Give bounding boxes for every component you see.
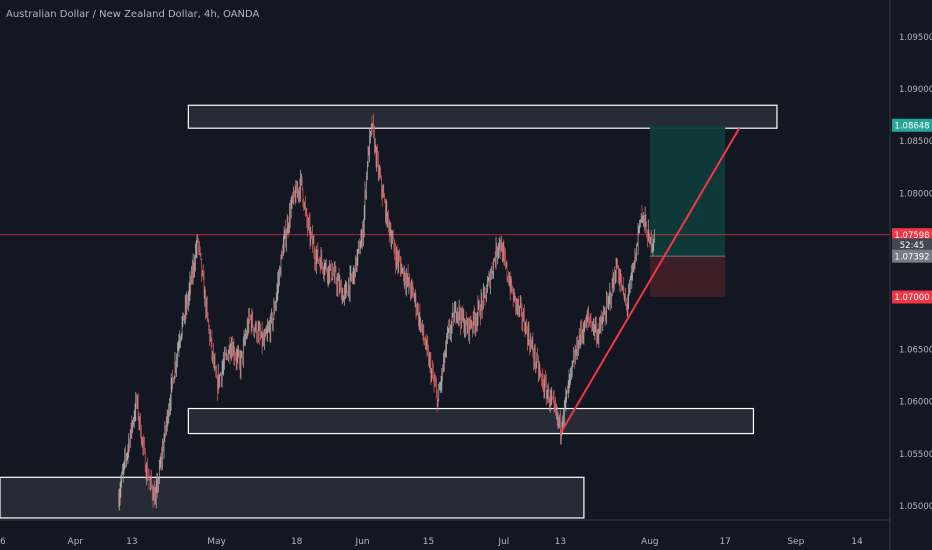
price-tag-4 (892, 290, 932, 304)
y-tick-6: 1.06500 (899, 346, 932, 356)
x-tick-0: 16 (0, 537, 6, 547)
x-tick-5: Jun (355, 537, 370, 547)
price-tag-label-3: 1.07392 (894, 252, 929, 262)
price-tag-1 (892, 228, 932, 242)
x-tick-6: 15 (423, 537, 434, 547)
time-axis-bg (0, 520, 932, 550)
price-tag-0 (892, 118, 932, 132)
y-tick-9: 1.05000 (899, 502, 932, 512)
support-zone[interactable] (187, 407, 755, 435)
x-tick-4: 18 (291, 537, 303, 547)
stop-zone[interactable] (649, 256, 726, 298)
x-tick-10: 17 (719, 537, 730, 547)
price-tag-label-0: 1.08648 (894, 121, 929, 131)
y-tick-3: 1.08000 (899, 189, 932, 199)
x-tick-9: Aug (641, 537, 659, 547)
target-zone[interactable] (649, 125, 726, 257)
y-tick-8: 1.05500 (899, 450, 932, 460)
price-tag-label-4: 1.07000 (894, 293, 929, 303)
x-tick-1: Apr (68, 537, 84, 547)
price-axis-bg (890, 0, 932, 550)
y-tick-7: 1.06000 (899, 398, 932, 408)
x-tick-7: Jul (497, 537, 509, 547)
x-tick-3: May (207, 537, 226, 547)
y-tick-0: 1.09500 (899, 33, 932, 43)
x-tick-2: 13 (126, 537, 137, 547)
x-tick-12: 14 (851, 537, 863, 547)
x-tick-11: Sep (787, 537, 804, 547)
price-tag-2 (892, 238, 932, 252)
price-tag-label-1: 1.07598 (894, 231, 929, 241)
lower-demand-zone[interactable] (0, 476, 585, 519)
y-tick-1: 1.09000 (899, 85, 932, 95)
price-tag-label-2: 52:45 (900, 241, 925, 251)
x-tick-8: 13 (555, 537, 566, 547)
price-tag-3 (892, 249, 932, 263)
resistance-zone[interactable] (187, 104, 778, 129)
trendline[interactable] (559, 127, 741, 435)
chart-title: Australian Dollar / New Zealand Dollar, … (6, 9, 260, 20)
y-tick-2: 1.08500 (899, 137, 932, 147)
